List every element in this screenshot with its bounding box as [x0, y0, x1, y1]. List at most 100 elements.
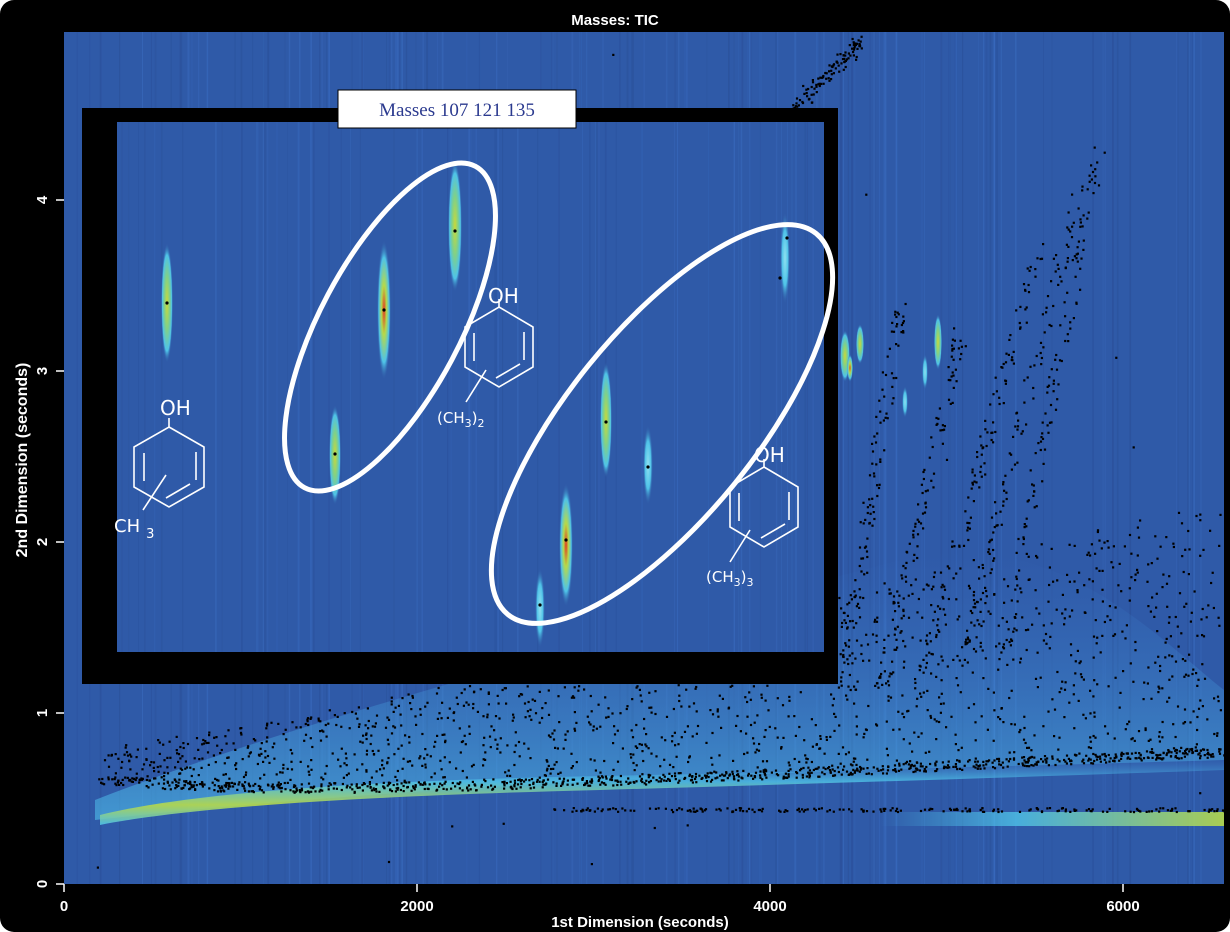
peak-marker: [902, 322, 904, 324]
peak-marker: [194, 757, 196, 759]
peak-marker: [887, 680, 889, 682]
peak-marker: [1179, 592, 1181, 594]
peak-marker: [509, 775, 511, 777]
peak-marker: [883, 419, 885, 421]
peak-marker: [1089, 175, 1091, 177]
peak-marker: [430, 755, 432, 757]
peak-marker: [226, 743, 228, 745]
peak-marker: [922, 492, 924, 494]
peak-marker: [905, 576, 907, 578]
peak-marker: [1043, 624, 1045, 626]
peak-marker: [680, 772, 682, 774]
peak-marker: [695, 781, 697, 783]
peak-marker: [1012, 659, 1014, 661]
peak-marker: [419, 708, 421, 710]
background-streak: [677, 122, 678, 652]
peak-marker: [871, 463, 873, 465]
peak-marker: [948, 399, 950, 401]
peak-marker: [311, 746, 313, 748]
peak-marker: [955, 369, 957, 371]
peak-marker: [295, 726, 297, 728]
peak: [559, 483, 573, 607]
peak-marker: [894, 764, 896, 766]
x-tick-label: 4000: [753, 898, 786, 915]
peak-marker: [122, 779, 124, 781]
peak-marker: [817, 776, 819, 778]
peak-marker: [847, 686, 849, 688]
peak-marker: [796, 777, 798, 779]
peak-marker: [1161, 736, 1163, 738]
peak-marker: [874, 685, 876, 687]
peak-marker: [258, 785, 260, 787]
peak-marker: [887, 765, 889, 767]
peak-marker: [1003, 602, 1005, 604]
peak-marker: [371, 777, 373, 779]
peak-marker: [701, 778, 703, 780]
peak-marker: [1029, 270, 1031, 272]
peak-marker: [445, 781, 447, 783]
peak-marker: [358, 723, 360, 725]
peak-marker: [717, 710, 719, 712]
peak-marker: [947, 665, 949, 667]
peak-marker: [845, 66, 847, 68]
peak-marker: [593, 725, 595, 727]
peak-marker: [685, 689, 687, 691]
peak-marker: [617, 730, 619, 732]
peak-marker: [429, 783, 431, 785]
peak-marker: [1203, 635, 1205, 637]
peak-marker: [1049, 647, 1051, 649]
peak-marker: [1014, 617, 1016, 619]
peak-marker: [930, 436, 932, 438]
peak-marker: [273, 743, 275, 745]
peak-marker: [1067, 257, 1069, 259]
peak-marker: [326, 765, 328, 767]
peak-marker: [1045, 643, 1047, 645]
peak-marker: [599, 772, 601, 774]
peak-marker: [1119, 707, 1121, 709]
peak-marker: [824, 773, 826, 775]
peak-marker: [935, 634, 937, 636]
peak-marker: [844, 642, 846, 644]
peak-marker: [966, 630, 968, 632]
peak-marker: [756, 714, 758, 716]
peak-marker: [249, 785, 251, 787]
peak-marker: [977, 601, 979, 603]
peak-marker: [1009, 452, 1011, 454]
peak-marker: [397, 770, 399, 772]
peak-marker: [444, 756, 446, 758]
background-streak: [263, 122, 264, 652]
peak-marker: [1040, 342, 1042, 344]
peak-marker: [901, 577, 903, 579]
peak-marker: [1034, 506, 1036, 508]
peak-marker: [242, 758, 244, 760]
peak-marker: [905, 567, 907, 569]
peak-marker: [695, 686, 697, 688]
peak-marker: [1161, 758, 1163, 760]
peak-marker: [1120, 590, 1122, 592]
peak-marker: [931, 588, 933, 590]
peak-marker: [968, 585, 970, 587]
peak-marker: [524, 702, 526, 704]
peak-marker: [1003, 578, 1005, 580]
background-streak: [287, 122, 288, 652]
peak-marker: [967, 637, 969, 639]
peak-marker: [643, 718, 645, 720]
peak-marker: [717, 716, 719, 718]
peak-marker: [548, 714, 550, 716]
peak-marker: [853, 590, 855, 592]
peak-marker: [894, 634, 896, 636]
peak-marker: [798, 761, 800, 763]
peak-marker: [956, 655, 958, 657]
peak-marker: [936, 624, 938, 626]
peak-marker: [500, 737, 502, 739]
peak-marker: [589, 723, 591, 725]
peak-marker: [199, 783, 201, 785]
peak-marker: [458, 783, 460, 785]
peak-marker: [277, 784, 279, 786]
peak-marker: [917, 533, 919, 535]
peak-marker: [855, 764, 857, 766]
peak-marker: [1184, 660, 1186, 662]
peak-marker: [245, 774, 247, 776]
peak-marker: [880, 662, 882, 664]
peak-marker: [387, 739, 389, 741]
